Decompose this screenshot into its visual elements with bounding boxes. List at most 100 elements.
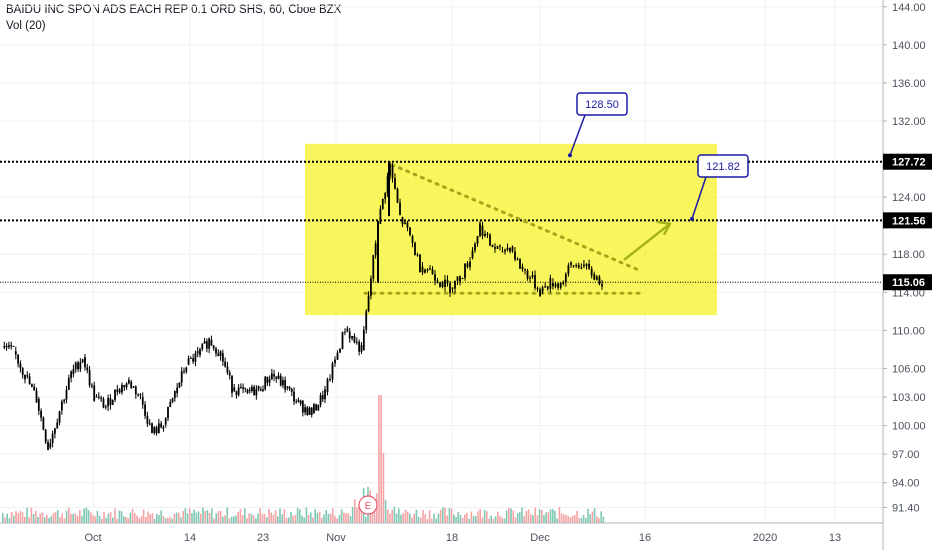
volume-bar (349, 516, 352, 523)
candle-body (404, 222, 406, 225)
volume-bar (481, 517, 484, 523)
volume-bar (380, 395, 382, 523)
candle-body (164, 418, 167, 425)
candle-body (3, 345, 6, 348)
candle-body (185, 367, 188, 372)
highlight-zone (305, 143, 717, 316)
volume-bar (400, 514, 402, 523)
y-tick-label: 114.00 (892, 287, 925, 299)
candle-body (42, 417, 45, 430)
candle-body (49, 443, 52, 448)
earnings-icon[interactable] (358, 495, 378, 515)
volume-bar (92, 515, 94, 523)
volume-bar (378, 395, 380, 523)
candle-body (157, 423, 160, 434)
volume-bar (479, 508, 481, 523)
candle-body (268, 379, 271, 383)
volume-bar (336, 518, 338, 523)
volume-bar (63, 518, 66, 523)
volume-bar (83, 508, 85, 523)
candle-body (299, 400, 302, 404)
volume-bar (582, 515, 585, 523)
volume-bar (591, 511, 594, 523)
arrow-shaft (623, 222, 671, 261)
y-tick-label: 140.00 (892, 40, 926, 52)
volume-bar (87, 510, 90, 523)
volume-bar (109, 511, 112, 523)
y-tick-label: 97.00 (892, 449, 920, 461)
volume-bar (580, 517, 583, 523)
earnings-marker[interactable]: E (358, 495, 378, 515)
candle-body (81, 359, 84, 363)
volume-bar (545, 512, 547, 523)
candle-body (396, 188, 399, 203)
candle-body (264, 376, 267, 390)
volume-bar (327, 513, 330, 523)
candle-body (421, 266, 424, 273)
candle-body (93, 385, 96, 401)
candle-body (244, 387, 247, 389)
volume-bar (43, 517, 46, 523)
volume-bar (129, 512, 132, 523)
candle-body (414, 242, 416, 255)
candle-body (401, 217, 404, 225)
volume-bar (567, 516, 569, 523)
x-tick-label: Nov (326, 532, 346, 544)
volume-bar (94, 516, 96, 523)
volume-bar (224, 515, 226, 523)
candle-body (355, 341, 358, 343)
candle-body (242, 386, 244, 389)
volume-bar (402, 513, 404, 523)
candle-body (107, 398, 109, 407)
volume-bar (237, 511, 239, 523)
candle-body (171, 398, 174, 402)
candle-body (351, 335, 353, 339)
volume-bar (182, 511, 184, 523)
volume-bar (578, 518, 580, 523)
candle-body (210, 339, 213, 346)
candle-body (167, 407, 169, 419)
candle-body (370, 278, 372, 296)
candle-body (102, 399, 105, 408)
candle-body (494, 247, 496, 249)
triangle-pattern (363, 163, 646, 295)
price-axis[interactable]: 144.00 140.00 136.00 132.00 124.00 118.00 114.… (883, 2, 926, 515)
candle-body (564, 273, 567, 283)
volume-bar (391, 509, 393, 523)
time-axis[interactable]: Oct 14 23 Nov 18 Dec 16 2020 13 (84, 532, 841, 544)
volume-bar (475, 516, 477, 523)
volume-bar (48, 518, 50, 523)
volume-bar (556, 518, 558, 523)
volume-bar (536, 515, 539, 523)
candle-body (125, 383, 128, 388)
volume-bar (569, 517, 572, 523)
price-level-tags: 127.72 121.56 115.06 (883, 153, 932, 291)
callout-box (576, 92, 628, 116)
volume-bar (538, 509, 541, 523)
candle-body (360, 345, 363, 352)
y-tick-label: 103.00 (892, 392, 926, 404)
candle-body (146, 415, 149, 424)
candle-body (169, 401, 172, 408)
volume-bar (433, 513, 435, 523)
volume-bar (147, 511, 149, 523)
candle-body (130, 381, 133, 388)
candle-body (178, 382, 181, 388)
candle-body (282, 380, 284, 386)
volume-bars (2, 395, 605, 523)
candle-body (162, 427, 165, 429)
volume-bar (486, 511, 488, 523)
volume-bar (323, 514, 325, 523)
volume-bar (195, 512, 198, 523)
candle-body (35, 390, 38, 403)
price-tag (883, 212, 932, 229)
candle-body (514, 251, 516, 260)
candle-body (194, 353, 197, 362)
candle-body (511, 246, 514, 252)
volume-bar (541, 509, 543, 523)
volume-bar (131, 508, 134, 523)
candle-body (529, 277, 531, 279)
candle-body (97, 396, 100, 398)
volume-bar (28, 517, 30, 523)
